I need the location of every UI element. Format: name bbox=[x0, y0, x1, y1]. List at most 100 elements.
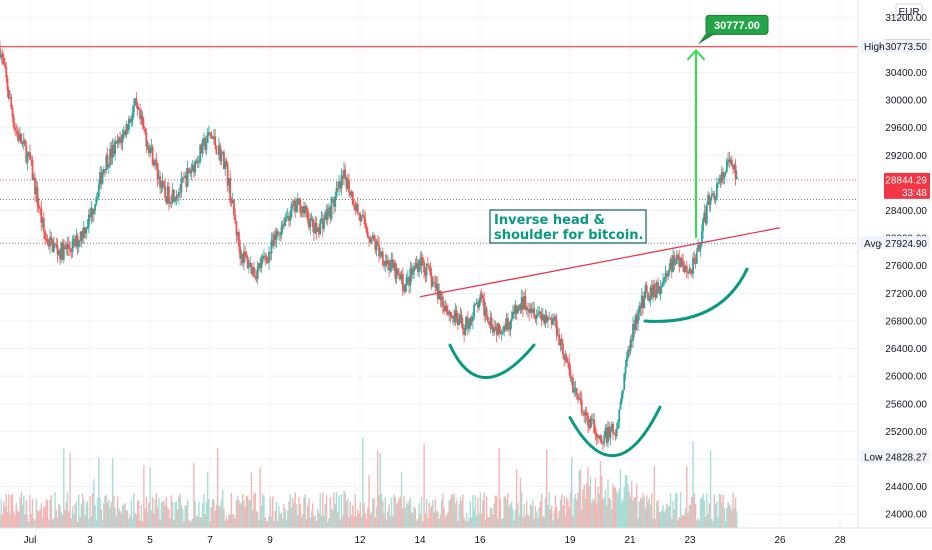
volume-bar bbox=[19, 497, 21, 528]
volume-bar bbox=[183, 521, 185, 528]
volume-bar bbox=[186, 499, 189, 528]
candle-body bbox=[166, 186, 169, 204]
volume-bar bbox=[272, 496, 274, 528]
candle-body bbox=[301, 206, 304, 213]
candle-body bbox=[238, 232, 240, 247]
candle-body bbox=[539, 311, 542, 315]
candle-body bbox=[543, 314, 546, 324]
candle-body bbox=[552, 318, 554, 325]
volume-bar bbox=[714, 504, 717, 528]
candle-body bbox=[254, 275, 257, 278]
note-box[interactable] bbox=[489, 209, 647, 244]
candle-body bbox=[20, 133, 23, 144]
candle-body bbox=[316, 227, 319, 232]
candle-body bbox=[439, 290, 442, 301]
price-axis[interactable]: EUR 24000.0024400.0024800.0025200.002560… bbox=[857, 0, 932, 550]
candle-body bbox=[557, 334, 559, 336]
volume-bar bbox=[728, 504, 731, 528]
candle-body bbox=[112, 145, 115, 154]
volume-bar bbox=[320, 516, 323, 528]
candle-body bbox=[585, 411, 588, 416]
volume-bar bbox=[583, 484, 585, 528]
candle-body bbox=[563, 354, 566, 360]
candle-body bbox=[344, 169, 347, 178]
candle-body bbox=[408, 276, 410, 286]
candle-body bbox=[433, 282, 435, 283]
candle-body bbox=[650, 287, 653, 298]
candle-body bbox=[545, 315, 548, 322]
volume-bar bbox=[545, 449, 548, 528]
candle-body bbox=[264, 255, 267, 258]
candle-body bbox=[97, 184, 100, 197]
volume-bar bbox=[684, 507, 687, 528]
currency-box[interactable] bbox=[895, 3, 923, 20]
candle-body bbox=[188, 168, 190, 170]
volume-bar bbox=[688, 504, 691, 528]
candle-body bbox=[677, 254, 679, 257]
volume-bar bbox=[100, 509, 103, 528]
neckline[interactable] bbox=[419, 227, 781, 298]
volume-bar bbox=[384, 497, 387, 528]
volume-bar bbox=[44, 506, 46, 528]
candle-body bbox=[310, 218, 313, 220]
candle-body bbox=[171, 189, 174, 203]
volume-bar bbox=[139, 520, 141, 528]
candle-body bbox=[480, 294, 483, 296]
candle-body bbox=[55, 244, 58, 246]
volume-bar bbox=[245, 495, 248, 528]
price-axis-background bbox=[858, 0, 932, 528]
candle-body bbox=[380, 251, 383, 256]
note-text-line: Inverse head & bbox=[494, 213, 605, 228]
volume-bar bbox=[420, 496, 423, 528]
volume-bar bbox=[388, 504, 390, 528]
volume-bar bbox=[473, 508, 475, 528]
candle-body bbox=[458, 319, 461, 326]
candle-body bbox=[308, 219, 310, 228]
current-price-tag-countdown: 33:48 bbox=[902, 188, 927, 199]
volume-bar bbox=[337, 512, 339, 528]
volume-bar bbox=[163, 501, 165, 528]
volume-bar bbox=[377, 450, 379, 528]
candle-body bbox=[490, 317, 493, 330]
head-curve[interactable] bbox=[568, 405, 662, 458]
volume-bar bbox=[179, 493, 181, 528]
volume-bar bbox=[39, 509, 41, 528]
candle-body bbox=[697, 245, 699, 252]
volume-bar bbox=[440, 499, 443, 528]
candle-body bbox=[594, 433, 597, 434]
candle-body bbox=[515, 305, 518, 314]
candle-body bbox=[599, 435, 602, 440]
right-shoulder-curve[interactable] bbox=[643, 267, 749, 323]
volume-bar bbox=[614, 487, 617, 528]
target-arrow-head[interactable] bbox=[687, 48, 705, 61]
candle-body bbox=[26, 153, 29, 163]
candle-body bbox=[522, 297, 524, 310]
volume-bar bbox=[285, 520, 288, 528]
volume-bar bbox=[143, 465, 145, 528]
volume-bar bbox=[480, 513, 483, 528]
candle-body bbox=[311, 218, 314, 227]
time-axis[interactable]: Jul 3 5 7 9 12 14 16 19 21 23 26 28 bbox=[0, 527, 932, 550]
candle-body bbox=[269, 252, 272, 254]
volume-bar bbox=[493, 503, 495, 528]
candle-body bbox=[172, 189, 175, 202]
left-shoulder-curve[interactable] bbox=[448, 343, 536, 380]
candle-body bbox=[564, 356, 567, 360]
volume-bar bbox=[61, 514, 64, 528]
volume-bar bbox=[103, 502, 105, 528]
volume-bar bbox=[709, 450, 712, 528]
candle-body bbox=[260, 258, 263, 269]
candle-body bbox=[524, 295, 527, 308]
candle-body bbox=[424, 272, 427, 276]
candle-body bbox=[406, 276, 409, 278]
candle-body bbox=[405, 277, 408, 285]
candle-body bbox=[496, 323, 499, 335]
candle-body bbox=[495, 328, 498, 335]
candle-body bbox=[241, 253, 244, 264]
x-tick-label: 3 bbox=[87, 535, 93, 546]
candle-body bbox=[438, 290, 441, 299]
current-price-tag-label: 28844.29 bbox=[885, 175, 927, 186]
target-label-box[interactable] bbox=[705, 14, 769, 35]
candle-body bbox=[107, 165, 110, 168]
